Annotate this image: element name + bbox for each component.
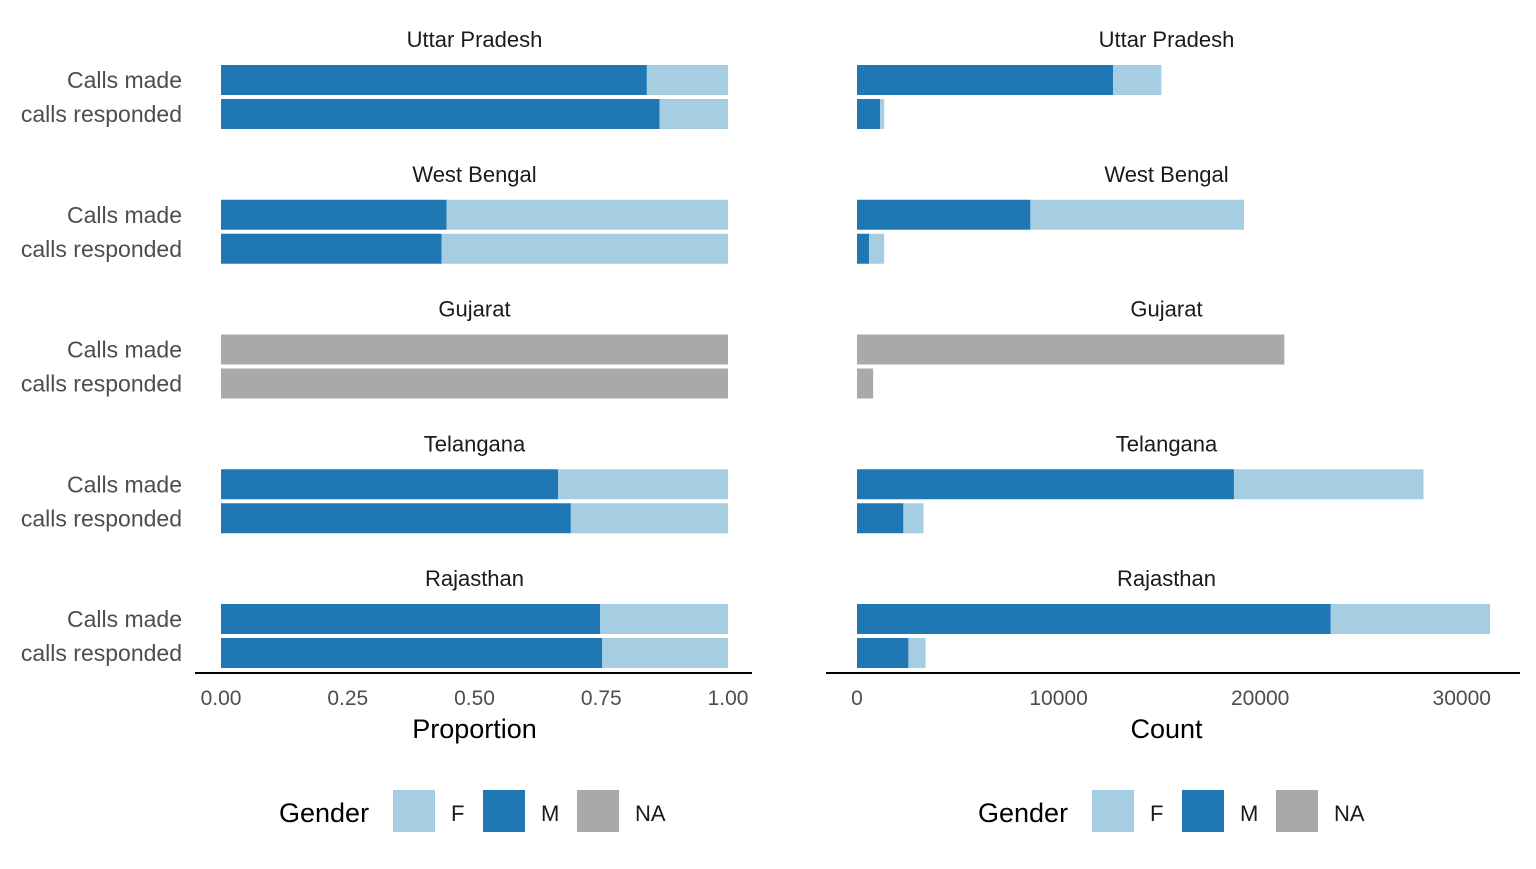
bar-f-segment <box>558 469 728 500</box>
facet-title: Gujarat <box>1130 297 1202 322</box>
x-tick-label: 0.00 <box>201 687 242 710</box>
x-tick-label: 0.25 <box>327 687 368 710</box>
category-label: calls responded <box>21 505 182 531</box>
bar-f-segment <box>446 199 728 230</box>
category-label: calls responded <box>21 236 182 262</box>
legend-label: M <box>541 801 559 826</box>
x-tick-label: 30000 <box>1433 687 1491 710</box>
facet-title: Uttar Pradesh <box>407 27 543 52</box>
legend-label: M <box>1240 801 1258 826</box>
x-tick-label: 10000 <box>1029 687 1087 710</box>
category-label: Calls made <box>67 471 182 497</box>
legend-key-na <box>1276 790 1318 832</box>
bar-f-segment <box>659 99 728 129</box>
facet-title: Gujarat <box>438 297 510 322</box>
bar-m-segment <box>857 469 1234 500</box>
bar-f-segment <box>1330 604 1490 634</box>
legend-label: NA <box>1334 801 1365 826</box>
bar-f-segment <box>1113 65 1162 95</box>
facet-title: Rajasthan <box>425 566 524 591</box>
bar-f-segment <box>1030 199 1245 230</box>
bar-m-segment <box>221 503 571 534</box>
bar-f-segment <box>869 233 885 264</box>
facet-title: Telangana <box>424 431 526 456</box>
bar-f-segment <box>602 638 728 668</box>
x-tick-label: 0 <box>851 687 863 710</box>
facet-title: Telangana <box>1116 431 1218 456</box>
legend-title: Gender <box>279 798 369 828</box>
legend-key-f <box>1092 790 1134 832</box>
legend-key-m <box>1182 790 1224 832</box>
x-tick-label: 0.50 <box>454 687 495 710</box>
bar-m-segment <box>857 503 904 534</box>
bar-f-segment <box>570 503 728 534</box>
legend-key-na <box>577 790 619 832</box>
facet-title: West Bengal <box>1104 162 1228 187</box>
bar-f-segment <box>880 99 885 129</box>
bar-m-segment <box>857 65 1114 95</box>
category-label: Calls made <box>67 606 182 632</box>
legend-label: F <box>1150 801 1163 826</box>
legend-key-f <box>393 790 435 832</box>
bar-m-segment <box>857 199 1031 230</box>
bar-m-segment <box>221 99 660 129</box>
bar-m-segment <box>857 638 909 668</box>
bar-f-segment <box>908 638 926 668</box>
x-tick-label: 20000 <box>1231 687 1289 710</box>
bar-f-segment <box>600 604 728 634</box>
bar-m-segment <box>221 199 447 230</box>
bar-m-segment <box>221 469 559 500</box>
category-label: calls responded <box>21 101 182 127</box>
legend-label: F <box>451 801 464 826</box>
bar-f-segment <box>441 233 728 264</box>
category-label: Calls made <box>67 337 182 363</box>
facet-title: West Bengal <box>412 162 536 187</box>
bar-na-segment <box>857 334 1285 365</box>
bar-na-segment <box>857 368 874 399</box>
x-axis-title: Proportion <box>412 714 537 744</box>
bar-m-segment <box>221 604 601 634</box>
bar-na-segment <box>221 368 728 399</box>
category-label: calls responded <box>21 640 182 666</box>
bar-m-segment <box>857 99 881 129</box>
x-axis-title: Count <box>1130 714 1203 744</box>
x-tick-label: 0.75 <box>581 687 622 710</box>
bar-m-segment <box>857 604 1331 634</box>
legend-title: Gender <box>978 798 1068 828</box>
bar-na-segment <box>221 334 728 365</box>
bar-m-segment <box>221 233 442 264</box>
facet-title: Rajasthan <box>1117 566 1216 591</box>
category-label: Calls made <box>67 67 182 93</box>
category-label: calls responded <box>21 371 182 397</box>
x-tick-label: 1.00 <box>708 687 749 710</box>
facet-title: Uttar Pradesh <box>1099 27 1235 52</box>
legend-key-m <box>483 790 525 832</box>
bar-m-segment <box>221 65 647 95</box>
bar-m-segment <box>221 638 603 668</box>
bar-f-segment <box>646 65 728 95</box>
legend-label: NA <box>635 801 666 826</box>
bar-m-segment <box>857 233 870 264</box>
bar-f-segment <box>903 503 924 534</box>
category-label: Calls made <box>67 202 182 228</box>
bar-f-segment <box>1233 469 1424 500</box>
